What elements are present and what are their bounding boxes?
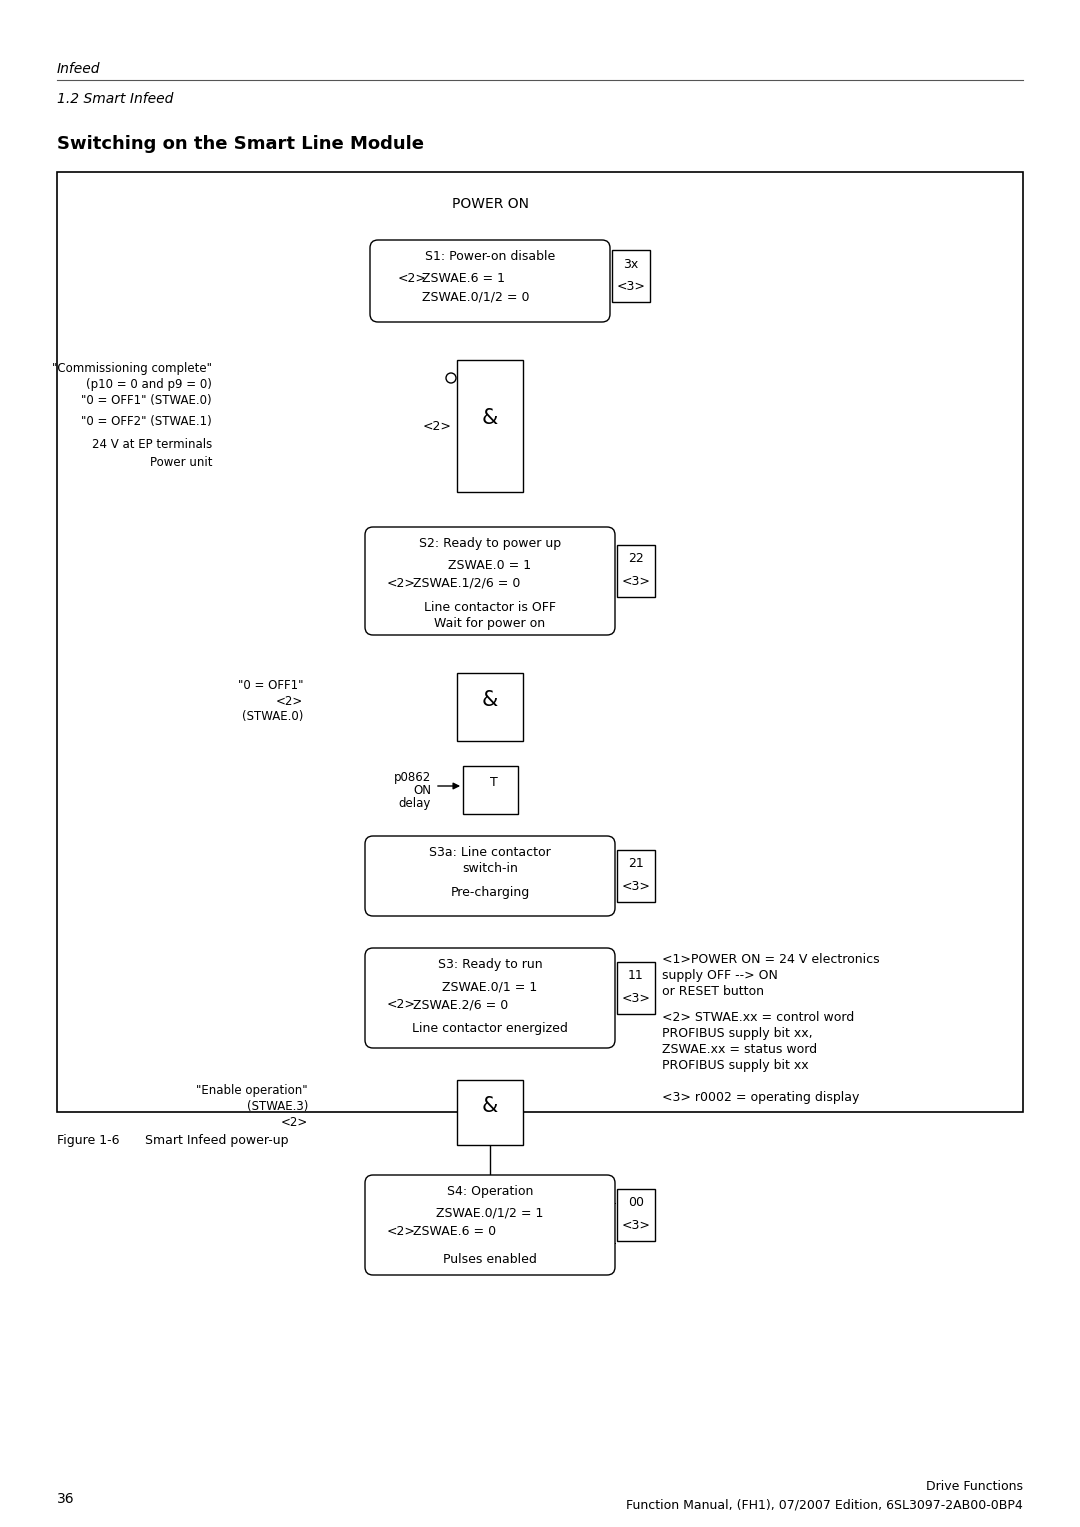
FancyBboxPatch shape: [365, 835, 615, 916]
Bar: [617, 545, 654, 597]
Text: Wait for power on: Wait for power on: [434, 617, 545, 631]
Bar: [57, 173, 1023, 1112]
Text: 22: 22: [629, 551, 644, 565]
FancyBboxPatch shape: [365, 527, 615, 635]
Text: Switching on the Smart Line Module: Switching on the Smart Line Module: [57, 134, 424, 153]
Text: S2: Ready to power up: S2: Ready to power up: [419, 538, 562, 550]
Text: <2> STWAE.xx = control word: <2> STWAE.xx = control word: [662, 1011, 854, 1025]
Text: 3x: 3x: [623, 258, 638, 270]
Text: delay: delay: [399, 797, 431, 809]
Bar: [457, 360, 523, 492]
Text: Infeed: Infeed: [57, 63, 100, 76]
Text: (STWAE.3): (STWAE.3): [246, 1099, 308, 1113]
Text: Power unit: Power unit: [149, 457, 212, 469]
Text: <3>: <3>: [622, 1219, 650, 1232]
Text: ZSWAE.0/1/2 = 0: ZSWAE.0/1/2 = 0: [422, 290, 529, 302]
Text: <2>: <2>: [387, 1225, 416, 1238]
FancyBboxPatch shape: [365, 948, 615, 1048]
Text: <3> r0002 = operating display: <3> r0002 = operating display: [662, 1090, 860, 1104]
Text: <2>: <2>: [387, 577, 416, 589]
Text: ZSWAE.0/1/2 = 1: ZSWAE.0/1/2 = 1: [436, 1206, 543, 1220]
Text: S3: Ready to run: S3: Ready to run: [437, 957, 542, 971]
Text: ZSWAE.2/6 = 0: ZSWAE.2/6 = 0: [413, 999, 509, 1011]
Text: <2>: <2>: [387, 999, 416, 1011]
Bar: [457, 1080, 523, 1145]
Text: ZSWAE.0/1 = 1: ZSWAE.0/1 = 1: [443, 980, 538, 993]
Text: "Commissioning complete": "Commissioning complete": [52, 362, 212, 376]
Text: S3a: Line contactor: S3a: Line contactor: [429, 846, 551, 860]
Text: <3>: <3>: [617, 279, 646, 293]
Text: (STWAE.0): (STWAE.0): [242, 710, 303, 722]
Bar: [617, 851, 654, 902]
FancyBboxPatch shape: [365, 1174, 615, 1275]
Text: PROFIBUS supply bit xx: PROFIBUS supply bit xx: [662, 1060, 809, 1072]
Text: ZSWAE.1/2/6 = 0: ZSWAE.1/2/6 = 0: [413, 577, 521, 589]
Text: <3>: <3>: [622, 576, 650, 588]
Text: <2>: <2>: [275, 695, 303, 709]
Text: switch-in: switch-in: [462, 863, 518, 875]
Bar: [463, 767, 518, 814]
Text: T: T: [489, 776, 498, 789]
Text: ON: ON: [413, 783, 431, 797]
Text: 21: 21: [629, 857, 644, 870]
Text: Function Manual, (FH1), 07/2007 Edition, 6SL3097-2AB00-0BP4: Function Manual, (FH1), 07/2007 Edition,…: [626, 1498, 1023, 1512]
Text: 11: 11: [629, 970, 644, 982]
Text: <1>POWER ON = 24 V electronics: <1>POWER ON = 24 V electronics: [662, 953, 879, 967]
Text: or RESET button: or RESET button: [662, 985, 764, 999]
Text: Drive Functions: Drive Functions: [926, 1480, 1023, 1493]
Text: "0 = OFF1": "0 = OFF1": [238, 680, 303, 692]
Text: Pulses enabled: Pulses enabled: [443, 1254, 537, 1266]
Bar: [612, 250, 650, 302]
Text: ZSWAE.xx = status word: ZSWAE.xx = status word: [662, 1043, 818, 1057]
Text: Line contactor energized: Line contactor energized: [413, 1022, 568, 1035]
Text: <2>: <2>: [399, 272, 427, 286]
Text: Smart Infeed power-up: Smart Infeed power-up: [145, 1135, 288, 1147]
Text: "Enable operation": "Enable operation": [197, 1084, 308, 1096]
Text: p0862: p0862: [394, 771, 431, 783]
Text: Line contactor is OFF: Line contactor is OFF: [424, 602, 556, 614]
Text: &: &: [482, 690, 498, 710]
Text: &: &: [482, 408, 498, 428]
Bar: [617, 962, 654, 1014]
Text: POWER ON: POWER ON: [451, 197, 528, 211]
Bar: [617, 1190, 654, 1241]
Text: Pre-charging: Pre-charging: [450, 886, 529, 899]
Text: <2>: <2>: [281, 1116, 308, 1128]
FancyBboxPatch shape: [370, 240, 610, 322]
Text: &: &: [482, 1095, 498, 1116]
Text: <3>: <3>: [622, 993, 650, 1005]
Text: <3>: <3>: [622, 880, 650, 893]
Text: "0 = OFF1" (STWAE.0): "0 = OFF1" (STWAE.0): [81, 394, 212, 408]
Text: <2>: <2>: [423, 420, 453, 434]
Text: 00: 00: [627, 1196, 644, 1209]
Text: 36: 36: [57, 1492, 75, 1506]
Text: S4: Operation: S4: Operation: [447, 1185, 534, 1199]
Bar: [457, 673, 523, 741]
Text: 1.2 Smart Infeed: 1.2 Smart Infeed: [57, 92, 174, 105]
Text: 24 V at EP terminals: 24 V at EP terminals: [92, 438, 212, 450]
Text: ZSWAE.6 = 1: ZSWAE.6 = 1: [422, 272, 505, 286]
Text: S1: Power-on disable: S1: Power-on disable: [424, 250, 555, 263]
Text: (p10 = 0 and p9 = 0): (p10 = 0 and p9 = 0): [86, 379, 212, 391]
Text: "0 = OFF2" (STWAE.1): "0 = OFF2" (STWAE.1): [81, 415, 212, 428]
Text: ZSWAE.6 = 0: ZSWAE.6 = 0: [413, 1225, 496, 1238]
Text: PROFIBUS supply bit xx,: PROFIBUS supply bit xx,: [662, 1028, 812, 1040]
Text: ZSWAE.0 = 1: ZSWAE.0 = 1: [448, 559, 531, 573]
Text: supply OFF --> ON: supply OFF --> ON: [662, 970, 778, 982]
Text: Figure 1-6: Figure 1-6: [57, 1135, 120, 1147]
